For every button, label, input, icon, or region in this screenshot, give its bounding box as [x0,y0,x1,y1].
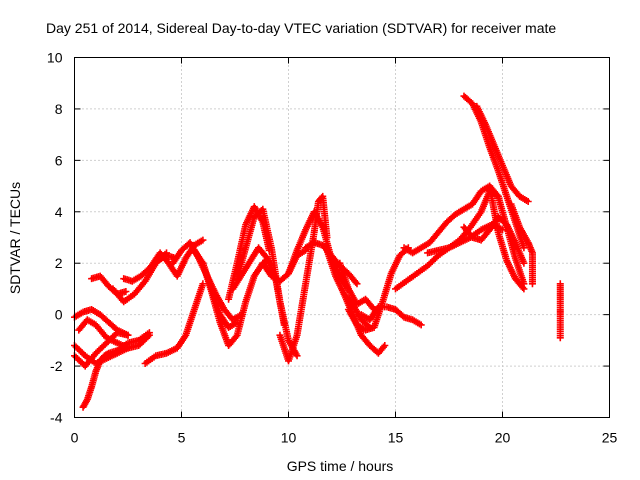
series-trace-x [357,303,425,329]
series-trace-d [71,306,132,339]
x-tick-label: 15 [388,430,404,446]
series-trace-w [340,290,389,357]
data-point [369,304,377,312]
series-trace-y [336,259,378,313]
y-tick-label: -4 [50,410,63,426]
data-point [528,280,536,288]
y-tick-label: 6 [55,152,63,168]
series-trace-ah [556,280,564,342]
series-trace-ae [473,102,532,205]
data-point [199,236,207,244]
data-point [124,331,132,339]
series-trace-e [79,329,153,411]
x-tick-label: 5 [178,430,186,446]
data-point [556,334,564,342]
x-tick-label: 0 [71,430,79,446]
data-point [417,321,425,329]
series-trace-af [486,182,528,293]
series-trace-j [148,236,207,280]
data-point [370,306,378,313]
x-tick-label: 20 [495,430,511,446]
axis-ticks: 0 5 10 15 20 25 -4 -2 0 2 4 6 8 10 [47,50,618,446]
data-point [519,283,527,291]
y-tick-label: 2 [55,255,63,271]
y-tick-label: 10 [47,50,63,66]
series-trace-i [141,280,207,367]
plot-frame [74,57,610,418]
data-point [520,244,528,252]
data-points [71,92,564,411]
y-tick-label: 0 [55,307,63,323]
y-tick-label: -2 [50,358,63,374]
data-point [103,350,111,358]
series-trace-ag [507,200,536,288]
x-axis-label: GPS time / hours [287,458,394,474]
data-point [520,285,528,293]
data-point [520,259,528,267]
x-tick-label: 25 [602,430,618,446]
series-trace-r [276,192,331,365]
data-point [122,288,130,295]
y-axis-label: SDTVAR / TECUs [7,182,23,294]
data-point [381,342,389,349]
grid [74,57,610,418]
series-trace-m [199,257,271,349]
series-trace-p [229,244,288,329]
data-point [145,329,153,337]
series-trace-q [259,246,310,285]
data-point [280,321,288,329]
data-point [524,198,532,205]
x-tick-label: 10 [281,430,297,446]
data-point [293,352,301,360]
y-tick-label: 4 [55,204,63,220]
y-tick-label: 8 [55,101,63,117]
data-point [232,333,240,341]
chart-title: Day 251 of 2014, Sidereal Day-to-day VTE… [46,20,556,36]
data-point [163,249,171,257]
data-point [353,280,361,288]
data-point [199,280,207,288]
data-point [352,278,360,286]
